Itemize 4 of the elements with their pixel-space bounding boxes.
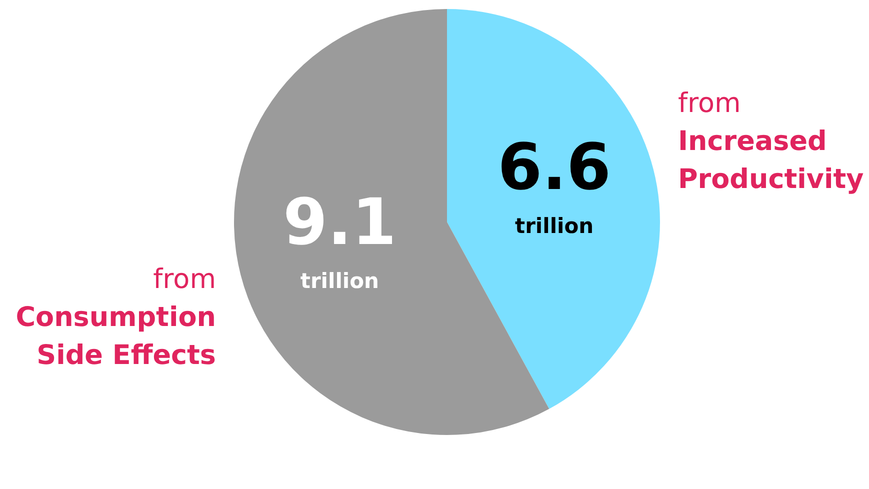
slice-label: from Increased Productivity <box>678 88 864 195</box>
data-label: 9.1 trillion <box>283 186 396 293</box>
slice-label: from Consumption Side Effects <box>16 264 216 372</box>
data-label: 6.6 trillion <box>498 131 611 238</box>
